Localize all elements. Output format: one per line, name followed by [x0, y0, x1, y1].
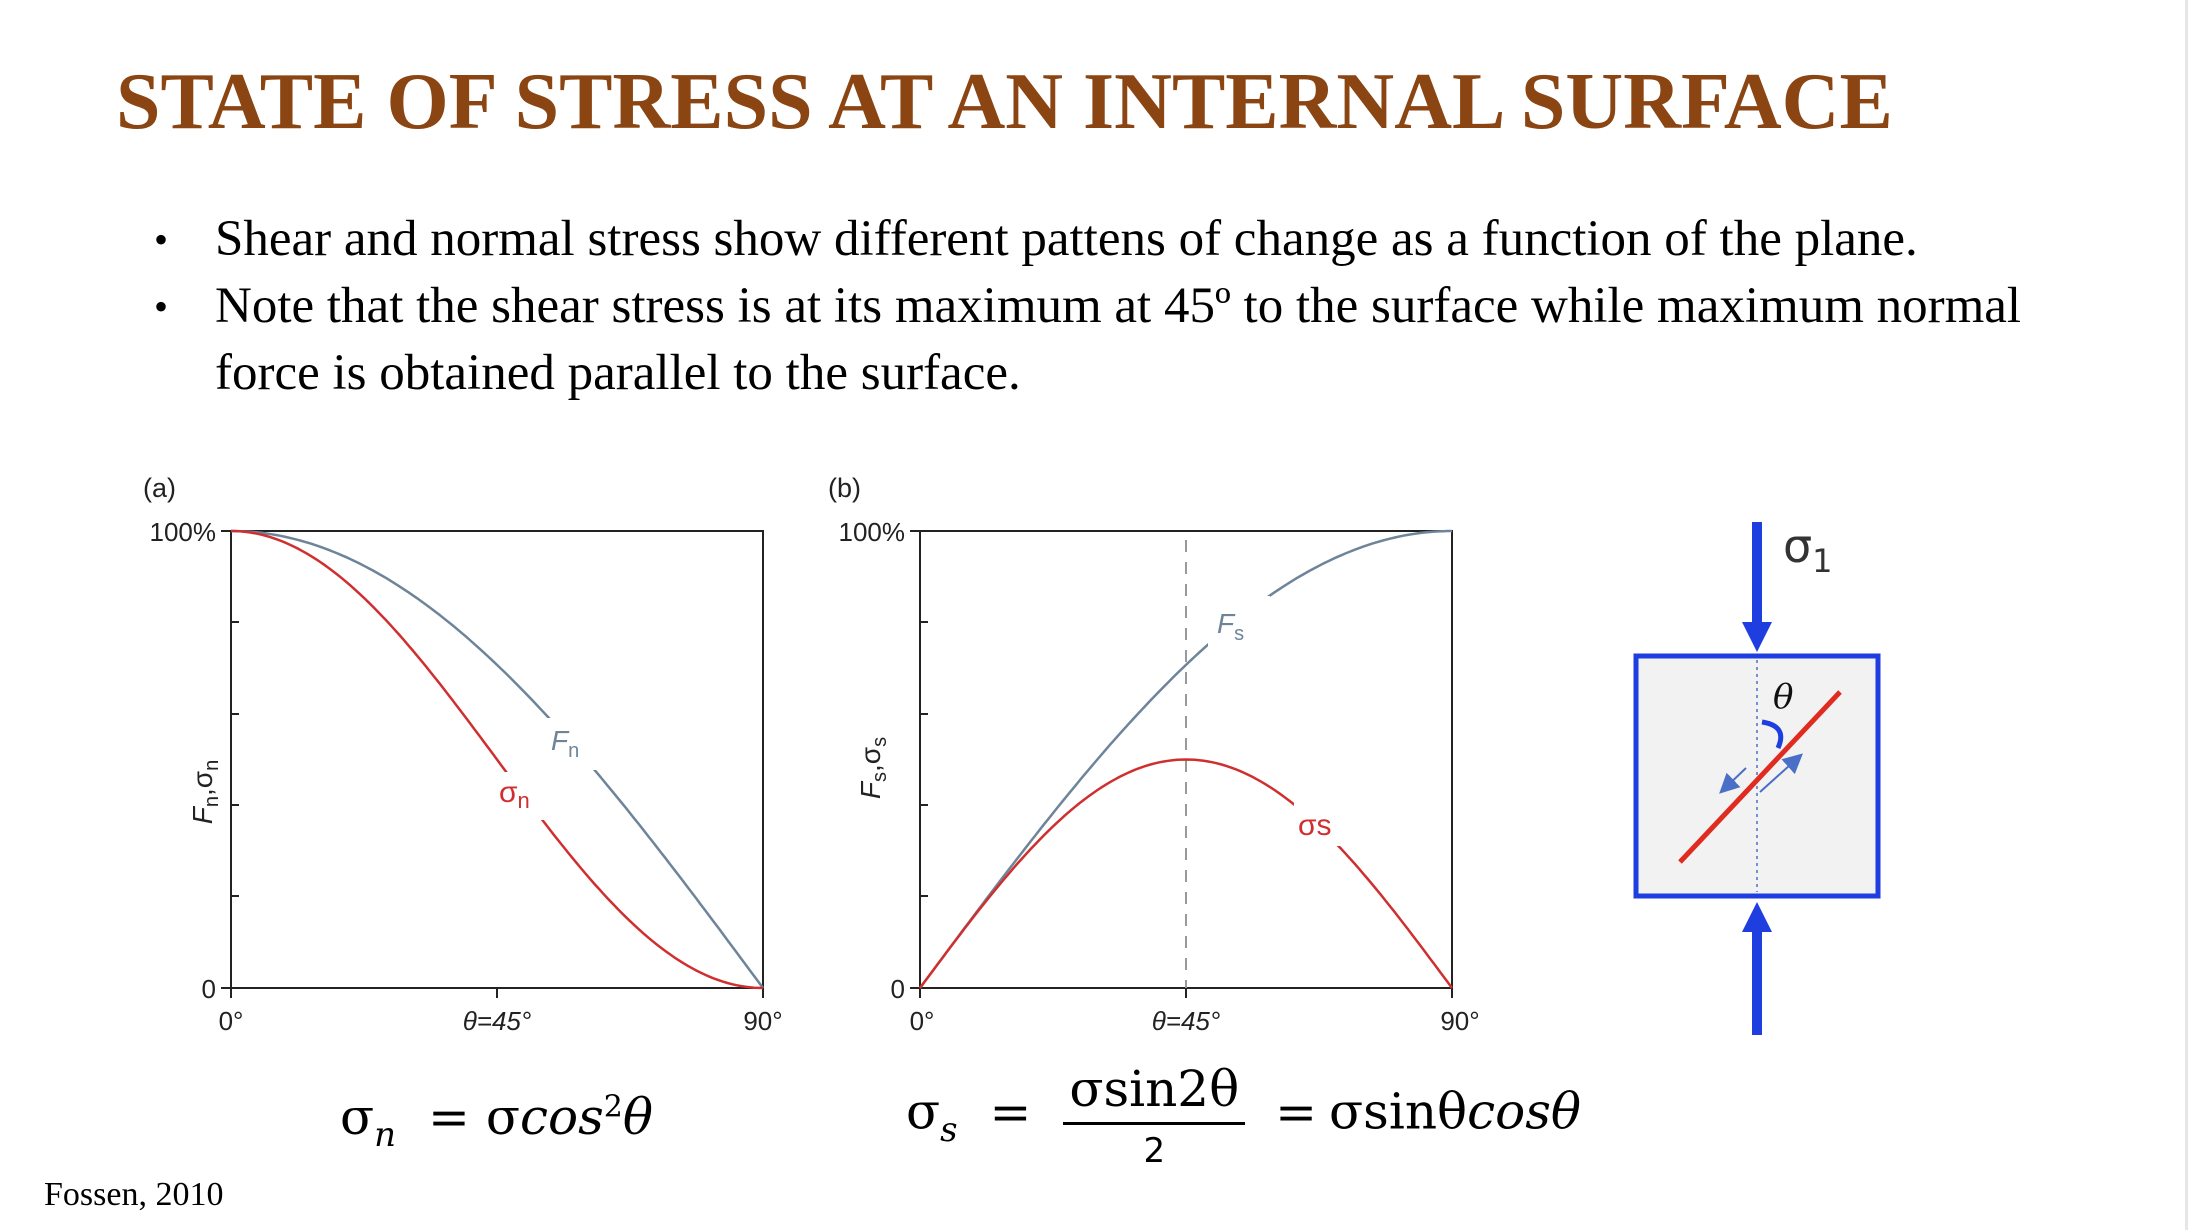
series-label-sigma-s: σs [1298, 809, 1332, 842]
sigma1-label: σ1 [1783, 519, 1833, 580]
slide-title: STATE OF STRESS AT AN INTERNAL SURFACE [116, 58, 1893, 146]
xtick-label-0-b: 0° [910, 1006, 935, 1036]
shear-arrow-up [1759, 753, 1803, 793]
ytick-label-zero-a: 0 [202, 974, 216, 1004]
label-gap-sigma-s [1294, 802, 1360, 846]
slide-edge [2185, 0, 2188, 1230]
bullet-item: • Note that the shear stress is at its m… [148, 273, 2138, 407]
xtick-label-45-b: θ=45° [1152, 1006, 1221, 1036]
sigma1-label-sub: 1 [1812, 542, 1832, 580]
ylabel-sub2-a: n [201, 760, 223, 771]
eq-s-lhs: σ [906, 1082, 941, 1141]
series-line-fn [231, 529, 765, 989]
series-label-fs-sub: s [1234, 623, 1244, 645]
series-line-sigma-s [918, 758, 1454, 989]
sigma1-label-main: σ [1783, 519, 1812, 573]
ylabel-sep-a: ,σ [187, 771, 218, 796]
series-label-fs-main: F [1217, 608, 1236, 639]
label-gap-fs [1208, 596, 1270, 646]
eq-s-lhs-sub: s [940, 1109, 958, 1150]
ytick-label-top-a: 100% [150, 517, 217, 547]
ytick-label-top-b: 100% [839, 517, 906, 547]
x-ticks-b [919, 988, 1453, 998]
ytick-label-zero-b: 0 [891, 974, 905, 1004]
source-credit: Fossen, 2010 [44, 1176, 224, 1213]
ylabel-sub1-a: n [201, 796, 223, 807]
eq-s-equals-2: = [1275, 1082, 1318, 1141]
equation-shear-stress: σs = σsin2θ 2 = σsinθcosθ [906, 1060, 1581, 1171]
series-label-sigma-n-sub: n [518, 788, 530, 813]
eq-s-fraction: σsin2θ 2 [1063, 1060, 1246, 1171]
equation-normal-stress: σn = σcos2θ [340, 1088, 653, 1155]
panel-label-a: (a) [143, 473, 176, 503]
series-line-sigma-n [230, 529, 764, 990]
y-axis-label-a: Fn,σn [187, 760, 223, 824]
sigma1-arrowhead-top [1742, 622, 1772, 652]
eq-n-theta: θ [622, 1088, 653, 1146]
diagram-box [1633, 653, 1881, 899]
panel-label-b: (b) [828, 473, 861, 503]
svg-text:Fn,σn: Fn,σn [187, 760, 223, 824]
angle-arc [1761, 719, 1784, 750]
ylabel-sub1-b: s [869, 772, 891, 782]
stress-diagram: σ1 θ [1633, 519, 1881, 1035]
eq-n-equals: = [427, 1088, 470, 1146]
bullet-item: • Shear and normal stress show different… [148, 206, 2138, 273]
y-axis-label-b: Fs,σs [855, 737, 891, 799]
eq-s-rhs: σsinθ [1329, 1082, 1468, 1141]
eq-n-lhs-sub: n [374, 1115, 397, 1155]
series-line-fs [918, 529, 1452, 989]
label-gap-sigma-n [492, 772, 550, 820]
xtick-label-0-a: 0° [219, 1006, 244, 1036]
series-label-sigma-n-main: σ [499, 776, 518, 809]
bullet-dot: • [154, 217, 169, 262]
bullet-dot: • [154, 284, 169, 329]
shear-arrow-down [1719, 767, 1747, 794]
eq-s-equals: = [989, 1082, 1032, 1141]
ylabel-sep-b: ,σ [855, 747, 886, 772]
series-label-sigma-n: σn [499, 776, 530, 813]
y-ticks-a [221, 530, 239, 989]
y-ticks-b [910, 530, 928, 989]
internal-plane [1678, 690, 1842, 864]
svg-text:Fs,σs: Fs,σs [855, 737, 891, 799]
series-label-fs: Fs [1217, 608, 1244, 645]
series-label-fn-main: F [551, 725, 570, 756]
ylabel-main-b: F [855, 780, 886, 799]
eq-n-rhs: σ [485, 1088, 520, 1146]
eq-n-sup: 2 [603, 1089, 623, 1125]
theta-label: θ [1773, 677, 1793, 717]
sigma1-arrowhead-bottom [1742, 902, 1772, 932]
eq-n-lhs: σ [340, 1088, 375, 1146]
bullet-text: Note that the shear stress is at its max… [215, 278, 2022, 401]
bullet-text: Shear and normal stress show different p… [215, 211, 1918, 267]
x-ticks-a [230, 988, 764, 998]
series-label-fn-sub: n [568, 740, 579, 762]
label-gap-fn [540, 718, 600, 770]
eq-n-rhs-cos: cos [520, 1088, 604, 1146]
eq-s-numerator: σsin2θ [1063, 1060, 1246, 1125]
ylabel-main-a: F [187, 805, 218, 824]
eq-s-denominator: 2 [1143, 1131, 1166, 1171]
xtick-label-90-a: 90° [743, 1006, 782, 1036]
bullet-list: • Shear and normal stress show different… [148, 206, 2138, 407]
xtick-label-90-b: 90° [1440, 1006, 1479, 1036]
xtick-label-45-a: θ=45° [463, 1006, 532, 1036]
ylabel-sub2-b: s [869, 737, 891, 747]
eq-s-rhs-cos: cosθ [1467, 1082, 1581, 1141]
series-label-fn: Fn [551, 725, 579, 762]
